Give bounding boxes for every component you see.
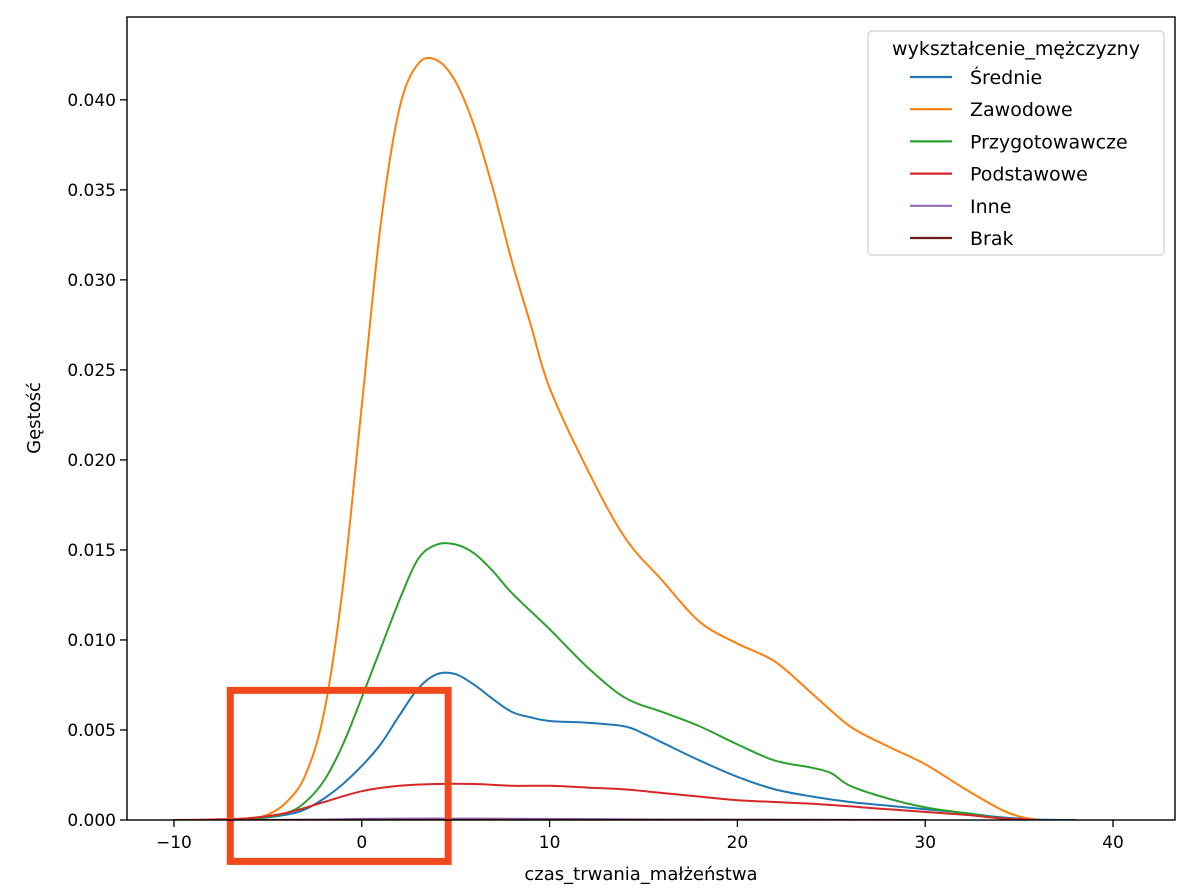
y-tick-label: 0.030: [67, 271, 116, 291]
legend-entry-label: Podstawowe: [970, 164, 1088, 186]
legend-title: wykształcenie_mężczyzny: [892, 38, 1140, 60]
x-tick-label: 10: [539, 833, 561, 853]
y-tick-label: 0.010: [67, 631, 116, 651]
legend-entry-label: Zawodowe: [970, 99, 1073, 121]
series-line-zawodowe: [210, 56, 1039, 820]
axes: −10 0 10 20 30 40 0.000 0.005 0.010 0.015 0.020 0.0…: [67, 16, 1176, 853]
y-tick-label: 0.020: [67, 451, 116, 471]
y-tick-label: 0.035: [67, 181, 116, 201]
legend: wykształcenie_mężczyzny Średnie Zawodowe P…: [867, 30, 1165, 256]
y-tick-label: 0.005: [67, 721, 116, 741]
x-tick-label: −10: [156, 833, 192, 853]
series-line-przygotowawcze: [210, 542, 1021, 820]
x-axis-label: czas_trwania_małżeństwa: [524, 864, 757, 885]
x-tick-label: 30: [914, 833, 936, 853]
series-line-średnie: [210, 671, 1077, 820]
y-tick-label: 0.040: [67, 91, 116, 111]
x-tick-label: 20: [727, 833, 749, 853]
legend-entry-label: Brak: [970, 228, 1014, 250]
y-tick-label: 0.000: [67, 811, 116, 831]
legend-box: [867, 30, 1165, 256]
series-line-podstawowe: [172, 782, 1039, 820]
y-tick-label: 0.015: [67, 541, 116, 561]
annotation-highlight-box: [226, 686, 452, 865]
legend-entry-label: Przygotowawcze: [970, 131, 1128, 153]
x-tick-label: 0: [356, 833, 367, 853]
annotation-layer: [226, 686, 452, 865]
y-tick-label: 0.025: [67, 361, 116, 381]
plot-frame: [126, 16, 1176, 821]
x-tick-label: 40: [1102, 833, 1124, 853]
y-axis-label: Gęstość: [24, 382, 45, 454]
legend-entry-label: Średnie: [970, 65, 1042, 89]
legend-entry-label: Inne: [970, 196, 1011, 218]
